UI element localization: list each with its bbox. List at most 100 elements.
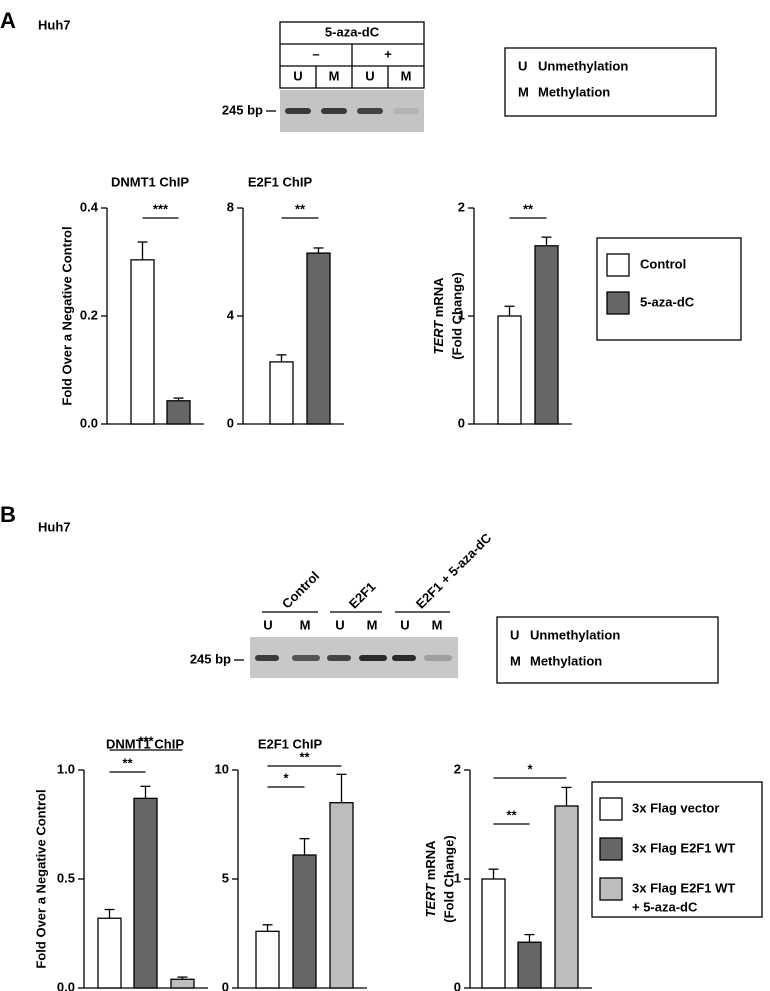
significance-label: ** [523,201,534,216]
bar [306,252,331,425]
key-box [504,47,717,117]
bar [481,878,506,989]
gel-group: E2F1 + 5-aza-dC [413,530,495,612]
key-letter: M [510,653,521,668]
y-tick-label: 0 [222,979,229,991]
y-tick-label: 2 [458,199,465,214]
key-meaning: Unmethylation [538,58,628,73]
legend-swatch [599,837,623,861]
y-tick-label: 0.5 [57,870,75,885]
legend-box [596,237,742,341]
legend-label: + 5-aza-dC [632,899,698,914]
lane-label: U [293,68,302,83]
gel-band [424,655,452,661]
bar [534,245,559,425]
gel-band [392,655,416,661]
key-meaning: Methylation [530,653,602,668]
gel-band [393,108,419,114]
legend-label: 3x Flag E2F1 WT [632,880,735,895]
y-tick-label: 10 [215,761,229,776]
significance-label: *** [138,733,154,748]
y-tick-label: 0.2 [80,307,98,322]
chart-title: E2F1 ChIP [248,174,313,189]
y-tick-label: 0.0 [57,979,75,991]
y-axis-label: Fold Over a Negative Control [59,226,74,405]
lane-label: M [401,68,412,83]
y-tick-label: 1 [454,870,461,885]
label-rest: mRNA [423,840,438,880]
key-letter: M [518,84,529,99]
key-letter: U [518,58,527,73]
lane-label: U [335,617,344,632]
bar [517,941,542,989]
y-tick-label: 0 [458,415,465,430]
y-tick-label: 8 [227,199,234,214]
label-rest: mRNA [431,277,446,317]
lane-label: M [432,617,443,632]
y-tick-label: 0 [227,415,234,430]
gel-group: E2F1 [346,579,379,612]
lane-label: M [300,617,311,632]
gel-group: + [384,46,392,61]
gel-band [359,655,387,661]
gel-band [321,108,347,114]
significance-label: ** [122,755,133,770]
significance-label: * [527,761,533,776]
gel-band [255,655,279,661]
gene-name: TERT [431,320,446,355]
y-tick-label: 1 [458,307,465,322]
chart-title: DNMT1 ChIP [106,736,184,751]
legend-swatch [606,253,630,277]
y-tick-label: 2 [454,761,461,776]
y-tick-label: 4 [227,307,235,322]
y-axis-label: (Fold Change) [449,272,464,359]
key-box [496,616,719,684]
bar [97,917,122,989]
y-tick-label: 5 [222,870,229,885]
bar [292,854,317,989]
key-letter: U [510,627,519,642]
bar [166,400,191,425]
legend-swatch [599,877,623,901]
significance-label: * [283,770,289,785]
gel-band [285,108,311,114]
gel-b-lines [234,611,450,661]
gel-group: – [312,46,319,61]
legend-label: 5-aza-dC [640,294,695,309]
bar [554,805,579,989]
chart-title: E2F1 ChIP [258,736,323,751]
gel-treatment: 5-aza-dC [325,24,380,39]
lane-label: U [365,68,374,83]
y-tick-label: 1.0 [57,761,75,776]
panel-letter: B [0,502,16,527]
y-tick-label: 0.0 [80,415,98,430]
key-meaning: Methylation [538,84,610,99]
legend-label: Control [640,256,686,271]
cell-line: Huh7 [38,17,71,32]
gel-group: Control [279,568,322,611]
significance-label: ** [299,749,310,764]
bar [329,802,354,989]
bar [133,797,158,989]
gel-band [327,655,351,661]
bar [170,978,195,989]
legend-swatch [599,797,623,821]
cell-line: Huh7 [38,519,71,534]
key-meaning: Unmethylation [530,627,620,642]
band-size: 245 bp [222,102,263,117]
y-tick-label: 0.4 [80,199,99,214]
bar [130,259,155,425]
legend-label: 3x Flag E2F1 WT [632,840,735,855]
significance-label: *** [153,201,169,216]
y-axis-label: Fold Over a Negative Control [33,789,48,968]
bar [269,361,294,425]
panel-letter: A [0,8,16,33]
lane-label: U [263,617,272,632]
gel-band [292,655,320,661]
y-axis-label: TERT mRNA [423,840,438,918]
y-axis-label: (Fold Change) [441,835,456,922]
gel-image [250,637,458,678]
significance-label: ** [295,201,306,216]
y-tick-label: 0 [454,979,461,991]
